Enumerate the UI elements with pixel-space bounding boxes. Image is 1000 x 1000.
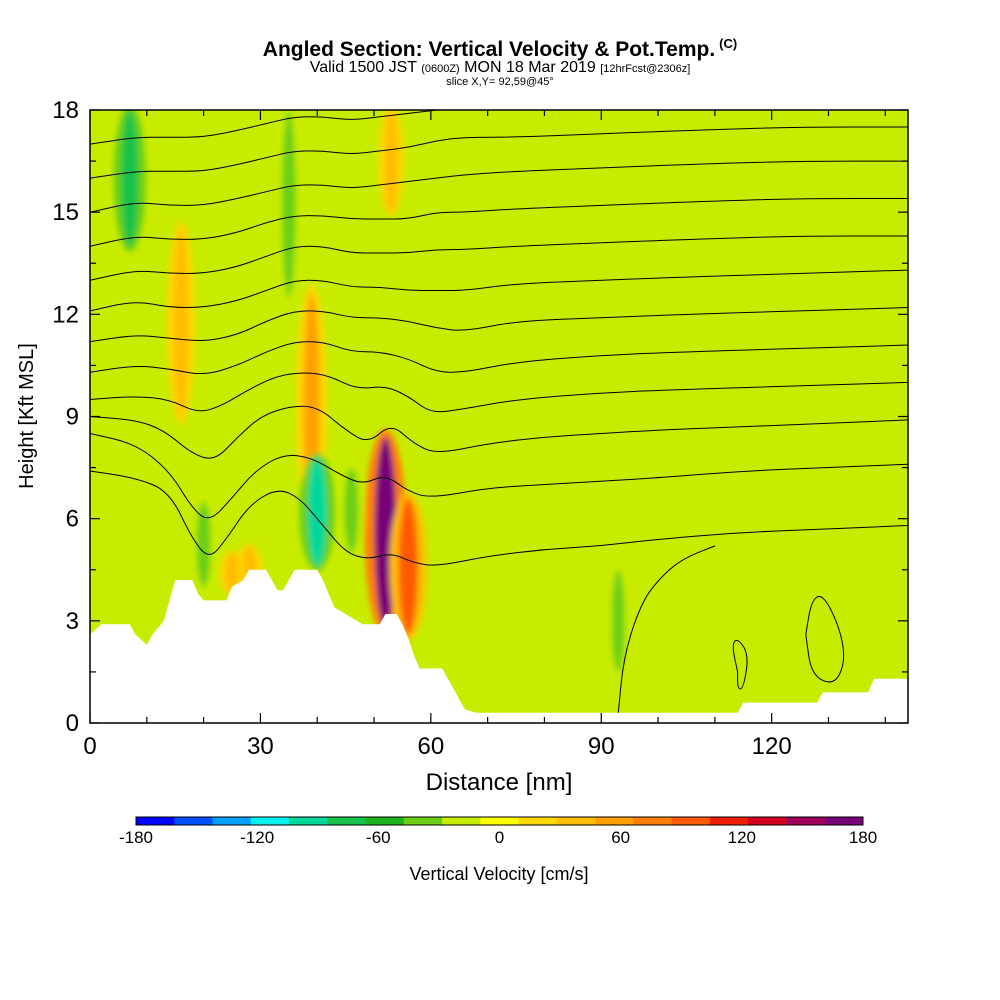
chart-slice-info: slice X,Y= 92,59@45° [446, 76, 554, 88]
theta-contour [90, 160, 908, 213]
colorbar-tick-label: -60 [366, 828, 391, 847]
downdraft-cell [307, 457, 327, 567]
colorbar-tick-label: -120 [240, 828, 274, 847]
y-tick-label: 3 [66, 608, 79, 635]
downdraft-cell [121, 110, 139, 247]
colorbar: -180 -120 -60 0 60 120 180 [119, 816, 877, 847]
theta-contour-closed [732, 639, 748, 690]
colorbar-swatch [289, 817, 328, 825]
x-tick-label: 0 [83, 733, 96, 760]
x-tick-label: 120 [752, 733, 792, 760]
theta-contour-closed [805, 595, 845, 683]
vertical-velocity-field [113, 110, 631, 677]
colorbar-frame [135, 816, 864, 826]
theta-contour [90, 126, 908, 179]
x-tick-label: 90 [588, 733, 615, 760]
x-axis: 0 30 60 90 120 [83, 110, 886, 760]
colorbar-swatch [556, 817, 596, 825]
y-axis-label: Height [Kft MSL] [16, 343, 38, 489]
colorbar-swatch [518, 817, 558, 825]
potential-temperature-contours [90, 110, 908, 713]
colorbar-swatch [748, 817, 787, 825]
downdraft-cell [611, 569, 625, 672]
theta-contour [90, 405, 908, 459]
y-tick-label: 18 [52, 97, 79, 124]
x-tick-label: 60 [417, 733, 444, 760]
chart-valid-time: Valid 1500 JST (0600Z) MON 18 Mar 2019 [… [0, 59, 1000, 77]
x-axis-label: Distance [nm] [426, 769, 573, 796]
y-tick-label: 12 [52, 301, 79, 328]
chart-title-text: Angled Section: Vertical Velocity & Pot.… [262, 38, 716, 61]
updraft-cell [225, 552, 239, 594]
colorbar-tick-label: 0 [495, 828, 504, 847]
chart-title-suffix: (C) [719, 36, 738, 51]
colorbar-tick-label: -180 [119, 828, 153, 847]
y-tick-label: 15 [52, 199, 79, 226]
downdraft-cell [196, 501, 211, 587]
colorbar-swatch [633, 817, 673, 825]
valid-prefix: Valid 1500 JST [309, 59, 417, 76]
colorbar-swatch [174, 817, 214, 825]
valid-forecast: [12hrFcst@2306z] [600, 63, 691, 75]
colorbar-swatch [595, 817, 634, 825]
colorbar-swatch [250, 817, 290, 825]
colorbar-swatch [365, 817, 405, 825]
theta-contour [90, 307, 908, 343]
colorbar-swatch [824, 817, 864, 825]
colorbar-swatch [480, 817, 520, 825]
colorbar-label: Vertical Velocity [cm/s] [409, 864, 588, 884]
y-tick-label: 6 [66, 506, 79, 533]
updraft-cell [384, 110, 398, 213]
theta-contour [90, 341, 908, 375]
colorbar-swatch [786, 817, 826, 825]
x-tick-label: 30 [247, 733, 274, 760]
colorbar-tick-label: 60 [611, 828, 630, 847]
y-axis: 0 3 6 9 12 15 18 [52, 97, 908, 737]
updraft-cell [173, 229, 189, 417]
colorbar-swatch [403, 817, 443, 825]
downdraft-cell [281, 110, 296, 298]
theta-contour [90, 433, 908, 519]
updraft-cell [398, 498, 418, 635]
colorbar-tick-label: 180 [849, 828, 877, 847]
valid-utc: (0600Z) [421, 63, 460, 75]
colorbar-swatch [709, 817, 749, 825]
colorbar-swatch [212, 817, 252, 825]
colorbar-swatch [442, 817, 481, 825]
theta-contour [90, 372, 908, 413]
y-tick-label: 0 [66, 710, 79, 737]
theta-contour [90, 269, 908, 312]
chart-title: Angled Section: Vertical Velocity & Pot.… [0, 36, 1000, 62]
downdraft-cell [344, 467, 359, 553]
colorbar-swatch [327, 817, 367, 825]
valid-date: MON 18 Mar 2019 [464, 59, 596, 76]
theta-contour [90, 470, 908, 566]
colorbar-swatch [136, 817, 175, 825]
colorbar-tick-label: 120 [728, 828, 756, 847]
theta-contour [90, 110, 437, 145]
terrain-mask [90, 569, 908, 723]
theta-contour [90, 198, 908, 247]
theta-contour [90, 235, 908, 281]
theta-contour-closed [617, 545, 716, 713]
colorbar-swatch [671, 817, 711, 825]
y-tick-label: 9 [66, 404, 79, 431]
